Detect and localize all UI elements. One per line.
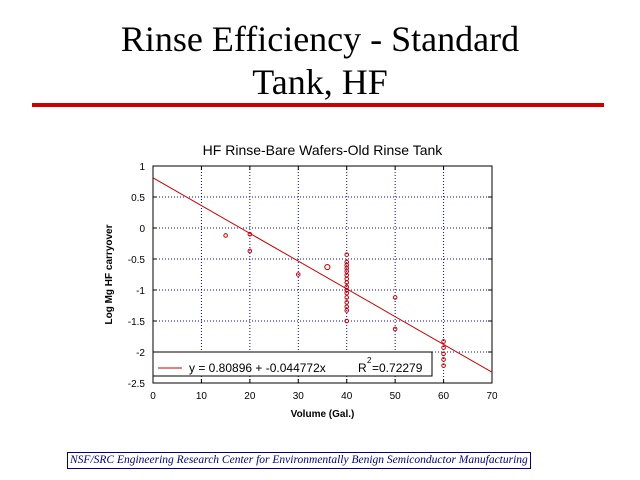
- x-tick-label: 10: [196, 391, 208, 402]
- data-point: [344, 295, 350, 300]
- y-axis-label: Log Mg HF carryover: [104, 224, 115, 324]
- data-point: [344, 280, 350, 285]
- plot-frame: [152, 165, 493, 384]
- slide-title: Rinse Efficiency - Standard Tank, HF: [0, 18, 640, 104]
- data-point: [344, 266, 350, 271]
- x-tick-label: 30: [293, 391, 305, 402]
- data-point: [392, 295, 398, 300]
- y-tick-label: 0.5: [131, 193, 145, 204]
- legend-r2-value: =0.72279: [372, 361, 423, 375]
- y-tick-label: -1.5: [128, 317, 146, 328]
- title-divider: [32, 103, 604, 107]
- data-point: [344, 272, 350, 278]
- data-point: [441, 345, 446, 350]
- y-tick-label: -2: [136, 348, 145, 359]
- data-point: [295, 272, 301, 277]
- data-point: [247, 248, 253, 254]
- data-point: [441, 351, 446, 357]
- x-tick-label: 0: [150, 391, 156, 402]
- data-point: [344, 259, 350, 265]
- data-point: [344, 308, 350, 313]
- data-point: [441, 339, 446, 344]
- legend-r2-exponent: 2: [367, 356, 372, 365]
- legend-equation: y = 0.80896 + -0.044772x: [189, 361, 326, 375]
- y-tick-label: 1: [139, 162, 145, 173]
- y-tick-label: -1: [136, 286, 145, 297]
- data-point: [223, 233, 228, 238]
- chart-title: HF Rinse-Bare Wafers-Old Rinse Tank: [203, 142, 444, 158]
- y-tick-label: -0.5: [128, 255, 146, 266]
- legend: y = 0.80896 + -0.044772x R2=0.72279: [152, 351, 433, 377]
- slide-title-line1: Rinse Efficiency - Standard: [120, 19, 520, 59]
- data-point: [392, 326, 398, 332]
- y-tick-label: -2.5: [128, 379, 146, 390]
- data-point: [324, 263, 331, 271]
- data-point: [344, 318, 350, 324]
- x-tick-label: 40: [341, 391, 353, 402]
- x-tick-label: 60: [438, 391, 450, 402]
- slide-title-line2: Tank, HF: [252, 62, 388, 102]
- footer-banner: NSF/SRC Engineering Research Center for …: [67, 452, 531, 469]
- data-point: [344, 290, 350, 296]
- y-tick-label: 0: [139, 224, 145, 235]
- x-tick-label: 70: [486, 391, 498, 402]
- x-tick-label: 50: [390, 391, 402, 402]
- data-point: [247, 231, 253, 237]
- x-tick-label: 20: [244, 391, 256, 402]
- data-point: [441, 363, 446, 368]
- x-axis-label: Volume (Gal.): [291, 409, 355, 420]
- regression-line: [152, 177, 493, 373]
- data-point: [344, 252, 350, 257]
- legend-r2-label: R: [358, 361, 367, 375]
- legend-box: [152, 351, 433, 377]
- data-point: [441, 357, 446, 362]
- data-point: [344, 300, 350, 305]
